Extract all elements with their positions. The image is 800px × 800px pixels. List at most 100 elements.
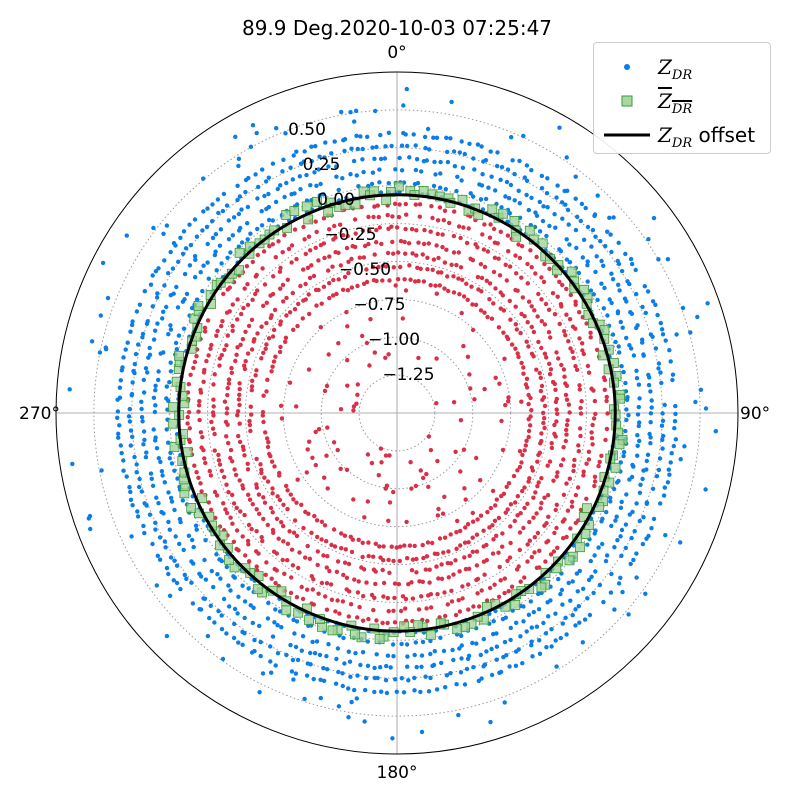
zdr-point <box>270 218 275 223</box>
zdr-point <box>393 283 398 288</box>
zdr-point <box>371 554 376 559</box>
zdr-point <box>456 598 461 603</box>
zdr-point <box>493 375 498 380</box>
zdr-point <box>447 220 452 226</box>
zdr-point <box>192 254 198 259</box>
zdr-point <box>577 310 582 315</box>
zdr-mean-marker <box>610 462 621 473</box>
zdr-point <box>577 568 582 574</box>
zdr-point <box>335 447 340 453</box>
zdr-mean-marker <box>536 582 547 593</box>
zdr-point <box>300 316 305 321</box>
zdr-point <box>311 273 317 279</box>
zdr-point <box>524 376 530 381</box>
zdr-point <box>383 453 389 458</box>
zdr-point <box>235 183 240 188</box>
zdr-point <box>396 214 402 220</box>
zdr-point <box>316 258 321 263</box>
zdr-point <box>547 459 553 464</box>
zdr-point <box>577 426 583 431</box>
zdr-point <box>235 413 240 418</box>
zdr-point <box>602 285 607 291</box>
zdr-point <box>130 434 135 439</box>
zdr-point <box>142 530 147 536</box>
zdr-point <box>590 422 595 428</box>
zdr-point <box>573 607 578 612</box>
zdr-point <box>413 143 418 148</box>
zdr-point <box>531 495 536 500</box>
zdr-point <box>563 392 569 398</box>
zdr-point <box>347 659 353 664</box>
zdr-point <box>571 468 576 474</box>
zdr-point <box>142 501 147 506</box>
zdr-point <box>272 566 277 572</box>
zdr-point <box>417 214 422 219</box>
zdr-point <box>291 327 296 332</box>
zdr-point <box>451 290 457 295</box>
zdr-point <box>335 646 341 651</box>
zdr-point <box>216 452 221 458</box>
zdr-point <box>425 540 431 545</box>
zdr-point <box>663 338 668 343</box>
zdr-point <box>398 608 404 614</box>
zdr-point <box>174 580 180 586</box>
zdr-point <box>377 180 382 185</box>
zdr-point <box>180 498 185 503</box>
zdr-point <box>324 607 330 612</box>
zdr-point <box>438 635 443 640</box>
zdr-mean-marker <box>418 185 429 196</box>
zdr-point <box>239 207 244 212</box>
zdr-point <box>418 266 423 271</box>
zdr-point <box>285 506 290 512</box>
zdr-point <box>327 227 332 232</box>
zdr-point <box>666 467 671 472</box>
zdr-point <box>667 472 672 477</box>
zdr-point <box>261 249 267 254</box>
zdr-point <box>374 618 379 623</box>
zdr-point <box>235 345 240 350</box>
zdr-point <box>473 302 479 307</box>
zdr-point <box>618 505 624 510</box>
zdr-point <box>643 310 648 316</box>
zdr-point <box>405 556 410 561</box>
zdr-point <box>398 264 403 270</box>
zdr-point <box>341 572 346 578</box>
zdr-point <box>164 633 170 639</box>
zdr-point <box>269 670 274 675</box>
zdr-point <box>485 249 491 254</box>
zdr-point <box>604 509 609 515</box>
zdr-point <box>456 224 462 229</box>
zdr-point <box>355 146 360 152</box>
zdr-point <box>544 540 549 545</box>
zdr-point <box>344 245 350 251</box>
zdr-point <box>278 609 283 614</box>
zdr-mean-marker <box>193 301 204 311</box>
zdr-point <box>526 299 532 304</box>
zdr-point <box>174 347 179 352</box>
zdr-point <box>617 350 622 355</box>
zdr-point <box>376 264 381 270</box>
zdr-point <box>354 696 359 701</box>
zdr-point <box>581 473 586 478</box>
zdr-point <box>313 219 318 224</box>
zdr-point <box>475 142 481 147</box>
zdr-point <box>507 555 513 560</box>
zdr-point <box>481 664 486 669</box>
zdr-point <box>436 270 441 275</box>
zdr-point <box>151 427 156 432</box>
zdr-point <box>214 493 220 498</box>
zdr-point <box>267 451 272 457</box>
zdr-point <box>99 468 104 473</box>
zdr-point <box>428 283 433 288</box>
zdr-point <box>698 387 704 392</box>
zdr-point <box>454 546 459 551</box>
zdr-point <box>338 222 343 227</box>
zdr-point <box>249 384 255 389</box>
zdr-point <box>322 523 328 528</box>
zdr-point <box>121 468 126 473</box>
zdr-point <box>175 476 180 481</box>
zdr-point <box>662 402 667 408</box>
zdr-point <box>431 135 436 140</box>
zdr-point <box>264 300 269 305</box>
zdr-point <box>658 501 663 506</box>
